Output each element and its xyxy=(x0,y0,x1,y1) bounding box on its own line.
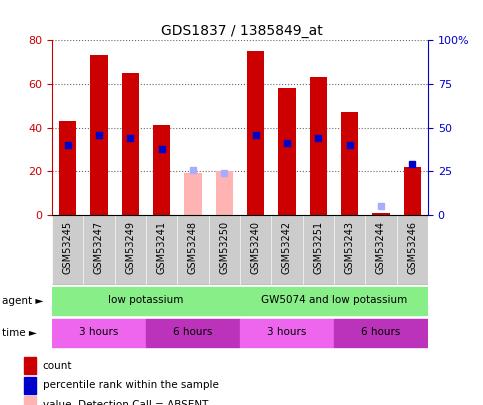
Bar xyxy=(278,88,296,215)
Bar xyxy=(52,287,240,315)
Bar xyxy=(24,357,36,374)
Bar xyxy=(53,215,83,285)
Text: value, Detection Call = ABSENT: value, Detection Call = ABSENT xyxy=(43,400,208,405)
Text: GSM53248: GSM53248 xyxy=(188,221,198,274)
Bar xyxy=(240,319,334,347)
Bar xyxy=(147,215,176,285)
Text: low potassium: low potassium xyxy=(108,295,184,305)
Text: 3 hours: 3 hours xyxy=(267,327,307,337)
Text: 6 hours: 6 hours xyxy=(361,327,401,337)
Text: GSM53243: GSM53243 xyxy=(345,221,355,274)
Text: GSM53250: GSM53250 xyxy=(219,221,229,274)
Text: GSM53242: GSM53242 xyxy=(282,221,292,274)
Bar xyxy=(52,319,146,347)
Bar xyxy=(304,215,333,285)
Text: GSM53247: GSM53247 xyxy=(94,221,104,274)
Bar xyxy=(335,215,364,285)
Bar xyxy=(334,319,428,347)
Text: GSM53241: GSM53241 xyxy=(156,221,167,274)
Bar xyxy=(404,167,421,215)
Text: GSM53245: GSM53245 xyxy=(63,221,72,274)
Bar xyxy=(178,215,208,285)
Bar xyxy=(146,319,240,347)
Text: GSM53244: GSM53244 xyxy=(376,221,386,274)
Bar xyxy=(216,171,233,215)
Bar xyxy=(90,55,108,215)
Text: agent ►: agent ► xyxy=(2,296,44,306)
Bar xyxy=(24,377,36,394)
Bar xyxy=(247,51,264,215)
Text: GDS1837 / 1385849_at: GDS1837 / 1385849_at xyxy=(161,24,322,38)
Text: 6 hours: 6 hours xyxy=(173,327,213,337)
Bar xyxy=(84,215,114,285)
Text: count: count xyxy=(43,361,72,371)
Bar xyxy=(310,77,327,215)
Bar xyxy=(372,213,390,215)
Text: 3 hours: 3 hours xyxy=(79,327,119,337)
Text: time ►: time ► xyxy=(2,328,37,338)
Bar xyxy=(185,173,201,215)
Bar xyxy=(210,215,239,285)
Bar xyxy=(153,125,170,215)
Text: GSM53240: GSM53240 xyxy=(251,221,261,274)
Bar xyxy=(341,112,358,215)
Bar xyxy=(122,73,139,215)
Text: GSM53251: GSM53251 xyxy=(313,221,323,274)
Text: percentile rank within the sample: percentile rank within the sample xyxy=(43,380,219,390)
Bar xyxy=(24,396,36,405)
Bar xyxy=(398,215,427,285)
Bar xyxy=(240,287,428,315)
Text: GSM53246: GSM53246 xyxy=(407,221,417,274)
Text: GSM53249: GSM53249 xyxy=(125,221,135,274)
Bar xyxy=(366,215,396,285)
Bar xyxy=(272,215,302,285)
Bar xyxy=(59,121,76,215)
Bar xyxy=(241,215,270,285)
Bar xyxy=(115,215,145,285)
Text: GW5074 and low potassium: GW5074 and low potassium xyxy=(261,295,407,305)
